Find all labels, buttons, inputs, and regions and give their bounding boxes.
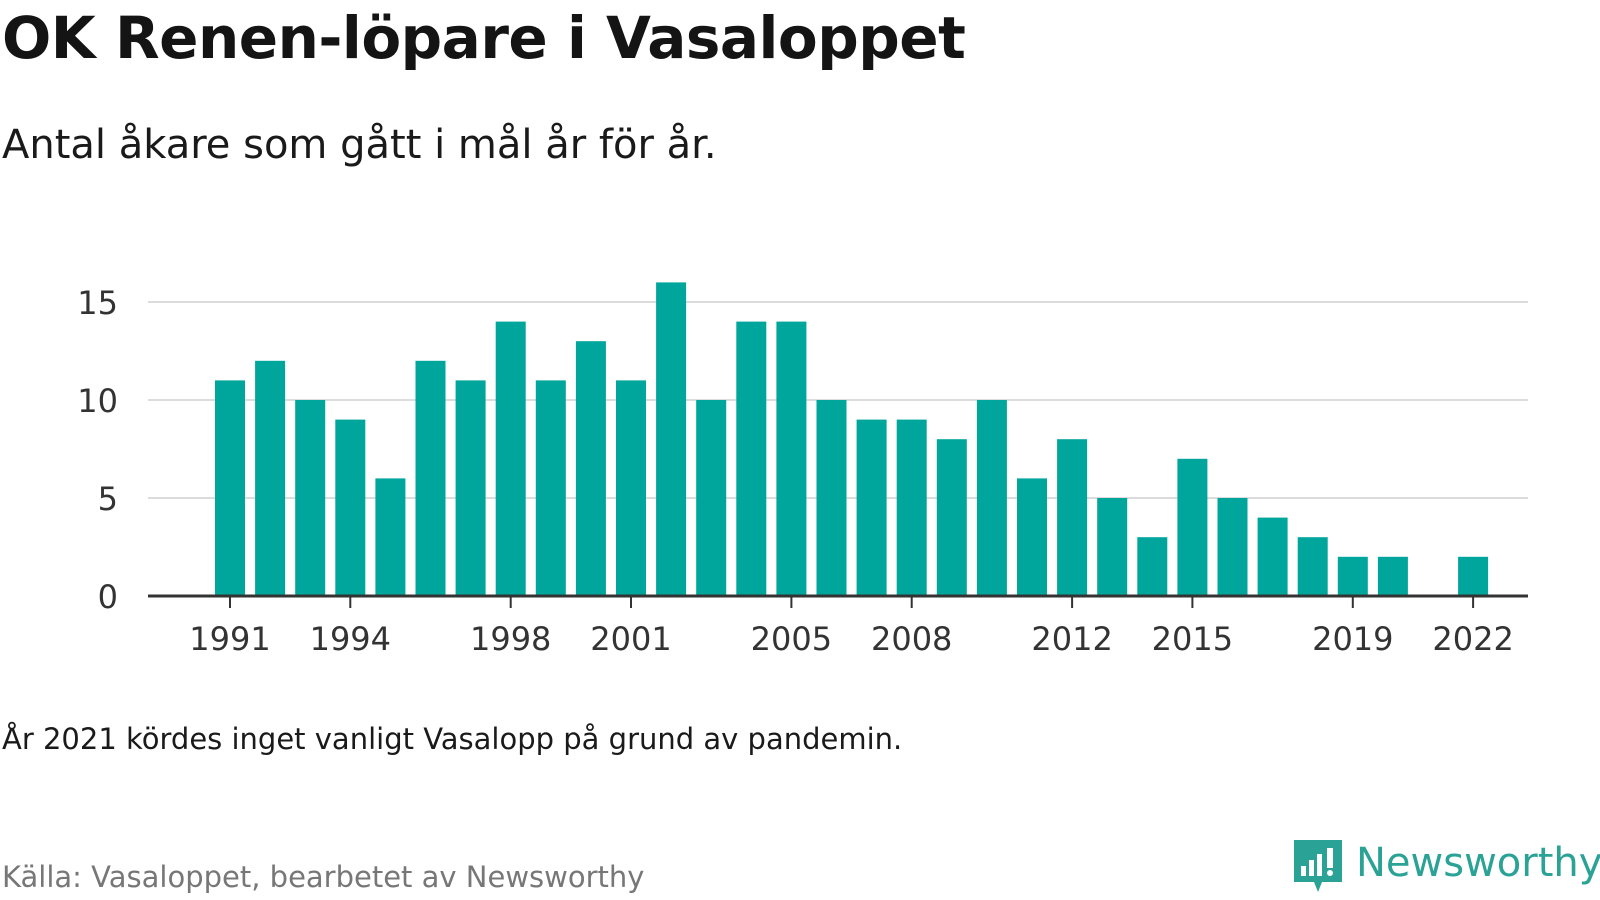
newsworthy-logo-icon	[1294, 840, 1342, 892]
bar-2022	[1458, 556, 1489, 596]
x-tick-label: 2019	[1312, 620, 1393, 658]
bar-2000	[575, 341, 606, 596]
y-tick-label: 0	[98, 578, 118, 616]
chart-subtitle: Antal åkare som gått i mål år för år.	[2, 122, 717, 168]
bars	[215, 282, 1489, 596]
bar-2020	[1377, 556, 1408, 596]
bar-2016	[1217, 498, 1248, 596]
x-tick-label: 2001	[590, 620, 671, 658]
bar-1998	[495, 321, 526, 596]
bar-2010	[976, 400, 1007, 596]
newsworthy-logo-text: Newsworthy	[1356, 840, 1600, 886]
x-tick-label: 2022	[1432, 620, 1513, 658]
x-tick-label: 2005	[751, 620, 832, 658]
y-tick-label: 10	[77, 382, 118, 420]
bar-2008	[896, 419, 927, 596]
bar-2003	[696, 400, 727, 596]
bar-1995	[375, 478, 406, 596]
bar-1994	[335, 419, 366, 596]
bar-2007	[856, 419, 887, 596]
x-tick-label: 2015	[1152, 620, 1233, 658]
bar-2018	[1297, 537, 1328, 596]
bar-1992	[255, 360, 286, 596]
x-tick-label: 1998	[470, 620, 551, 658]
bar-1997	[455, 380, 486, 596]
chart-title: OK Renen-löpare i Vasaloppet	[2, 4, 966, 72]
x-tick-label: 1994	[310, 620, 391, 658]
axes: 0 5 10 15 1991 1994 1998 2001 2005 2008 2012 2015 20…	[77, 284, 1528, 658]
bar-1991	[215, 380, 245, 596]
x-tick-label: 2012	[1031, 620, 1112, 658]
x-tick-label: 1991	[189, 620, 270, 658]
bar-2006	[816, 400, 847, 596]
bar-2013	[1097, 498, 1128, 596]
bar-chart: 0 5 10 15 1991 1994 1998 2001 2005 2008 2012 2015 20…	[77, 282, 1528, 658]
bar-2019	[1337, 556, 1368, 596]
newsworthy-logo[interactable]: Newsworthy	[1292, 838, 1600, 898]
x-tick-label: 2008	[871, 620, 952, 658]
y-tick-label: 5	[98, 480, 118, 518]
bar-2015	[1177, 458, 1208, 596]
source-credit: Källa: Vasaloppet, bearbetet av Newswort…	[2, 860, 645, 894]
bar-2012	[1057, 439, 1088, 596]
bar-2005	[776, 321, 807, 596]
bar-2009	[936, 439, 967, 596]
bar-1996	[415, 360, 446, 596]
bar-2001	[616, 380, 646, 596]
bar-1993	[295, 400, 326, 596]
bar-1999	[535, 380, 566, 596]
bar-2011	[1017, 478, 1047, 596]
footnote: År 2021 kördes inget vanligt Vasalopp på…	[2, 722, 903, 756]
y-tick-label: 15	[77, 284, 118, 322]
bar-2014	[1137, 537, 1168, 596]
bar-2017	[1257, 517, 1288, 596]
bar-2004	[736, 321, 767, 596]
bar-2002	[656, 282, 687, 596]
